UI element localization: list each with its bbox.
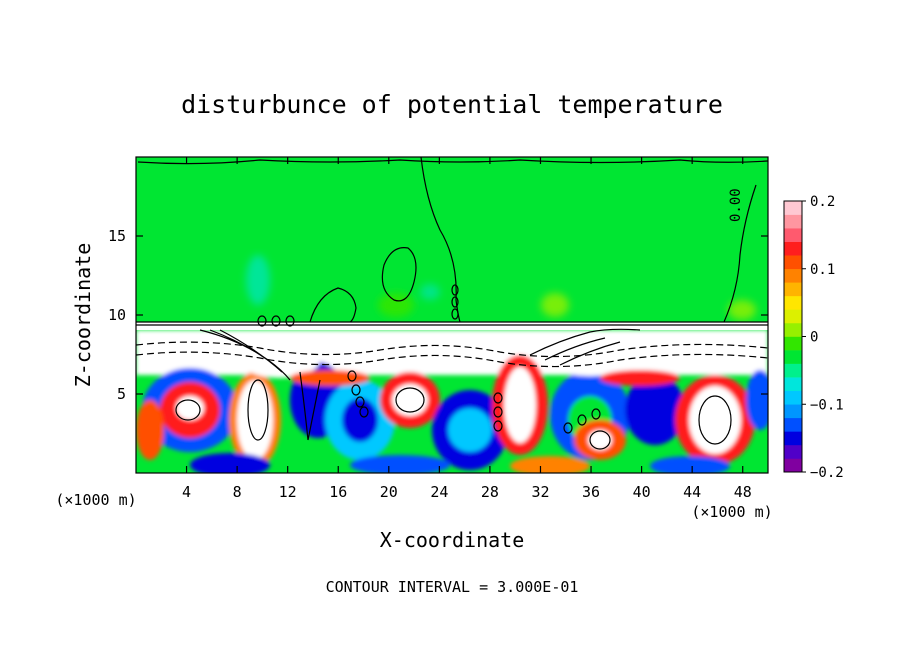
colorbar-swatch-5 xyxy=(784,390,802,405)
upper-weak-anomalies xyxy=(246,255,756,320)
x-tick-label-10: 44 xyxy=(683,483,701,501)
colorbar-swatch-1 xyxy=(784,444,802,459)
x-unit-right: (×1000 m) xyxy=(691,503,772,521)
plot-area: 0.00 xyxy=(136,157,768,473)
x-tick-label-2: 12 xyxy=(279,483,297,501)
contour-label: 0.00 xyxy=(728,188,744,222)
colorbar-swatch-11 xyxy=(784,309,802,324)
colorbar-swatch-13 xyxy=(784,282,802,297)
x-axis-label: X-coordinate xyxy=(380,528,525,552)
x-tick-label-4: 20 xyxy=(380,483,398,501)
colorbar-swatch-16 xyxy=(784,241,802,256)
colorbar: 0.2 0.1 0 −0.1 −0.2 xyxy=(783,194,844,481)
colorbar-tick-label-3: −0.1 xyxy=(810,397,844,413)
x-tick-label-6: 28 xyxy=(481,483,499,501)
colorbar-swatch-0 xyxy=(784,458,802,473)
x-tick-label-5: 24 xyxy=(430,483,448,501)
colorbar-swatch-14 xyxy=(784,268,802,283)
colorbar-tick-label-2: 0 xyxy=(810,330,818,346)
colorbar-swatch-10 xyxy=(784,322,802,337)
x-tick-label-11: 48 xyxy=(734,483,752,501)
y-axis: 5 10 15 xyxy=(108,227,768,403)
colorbar-swatch-15 xyxy=(784,255,802,270)
x-tick-label-7: 32 xyxy=(531,483,549,501)
contour-interval: CONTOUR INTERVAL = 3.000E-01 xyxy=(326,578,579,596)
y-tick-label-2: 15 xyxy=(108,227,126,245)
x-unit-left: (×1000 m) xyxy=(55,491,136,509)
y-tick-label-1: 10 xyxy=(108,306,126,324)
lower-turbulent-field xyxy=(136,330,768,473)
upper-layer-field xyxy=(136,157,768,327)
colorbar-swatch-2 xyxy=(784,431,802,446)
colorbar-swatch-6 xyxy=(784,377,802,391)
colorbar-swatch-8 xyxy=(784,350,802,364)
x-tick-label-9: 40 xyxy=(633,483,651,501)
colorbar-tick-label-1: 0.1 xyxy=(810,262,835,278)
colorbar-tick-label-4: −0.2 xyxy=(810,465,844,481)
inversion-layer xyxy=(136,322,768,330)
colorbar-swatch-3 xyxy=(784,417,802,432)
chart-title: disturbunce of potential temperature xyxy=(181,90,723,119)
colorbar-tick-label-0: 0.2 xyxy=(810,194,835,210)
colorbar-swatch-7 xyxy=(784,363,802,378)
y-tick-label-0: 5 xyxy=(117,385,126,403)
colorbar-swatch-18 xyxy=(784,214,802,229)
x-tick-label-1: 8 xyxy=(233,483,242,501)
x-tick-label-8: 36 xyxy=(582,483,600,501)
y-axis-label: Z-coordinate xyxy=(71,243,95,388)
x-tick-label-3: 16 xyxy=(329,483,347,501)
colorbar-swatch-4 xyxy=(784,404,802,419)
colorbar-swatch-9 xyxy=(784,336,802,351)
contour-lines xyxy=(136,157,768,450)
colorbar-swatch-12 xyxy=(784,295,802,310)
x-tick-label-0: 4 xyxy=(182,483,191,501)
x-axis: 4 8 12 16 20 24 28 32 36 40 44 48 xyxy=(182,157,752,501)
colorbar-swatch-17 xyxy=(784,228,802,242)
colorbar-swatch-19 xyxy=(784,201,802,215)
